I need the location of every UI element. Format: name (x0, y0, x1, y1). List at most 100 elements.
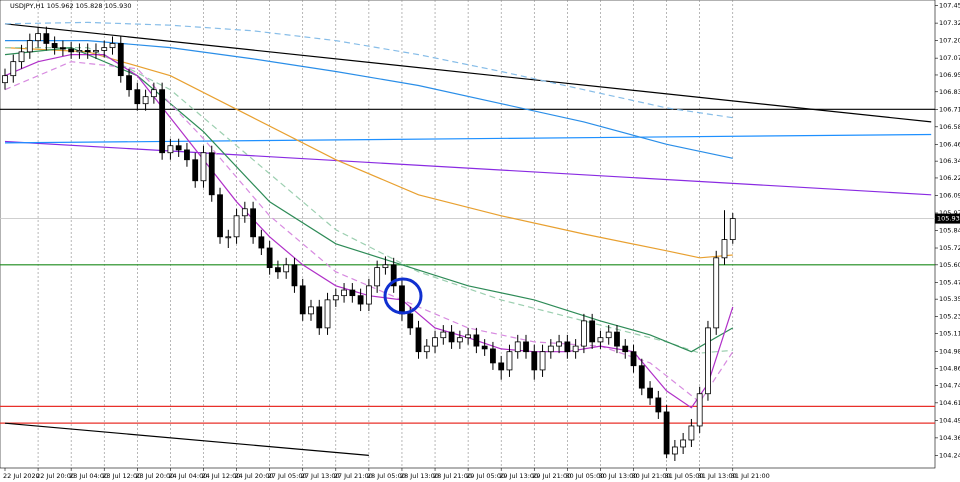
x-tick-label: 23 Jul 20:00 (135, 472, 174, 480)
x-tick-label: 31 Jul 21:00 (731, 472, 770, 480)
candle-body (250, 208, 257, 238)
y-tick-label: 106.710 (939, 105, 960, 113)
candle-body (175, 145, 182, 151)
candle-body (547, 345, 554, 353)
y-tick-label: 104.860 (939, 365, 960, 373)
candle-body (101, 47, 108, 51)
candle-body (68, 48, 75, 53)
x-tick-label: 29 Jul 21:00 (532, 472, 571, 480)
y-tick-label: 107.450 (939, 2, 960, 10)
candle-body (531, 351, 538, 371)
candle-body (605, 331, 612, 339)
candle-body (564, 341, 571, 353)
x-tick-label: 23 Jul 12:00 (102, 472, 141, 480)
x-tick-label: 30 Jul 21:00 (632, 472, 671, 480)
y-tick-label: 104.740 (939, 381, 960, 389)
x-tick-label: 24 Jul 20:00 (235, 472, 274, 480)
candle-body (465, 334, 472, 339)
candle-body (150, 89, 157, 98)
x-tick-label: 23 Jul 04:00 (69, 472, 108, 480)
y-tick-label: 106.835 (939, 88, 960, 96)
y-tick-label: 106.095 (939, 191, 960, 199)
y-tick-label: 107.200 (939, 37, 960, 45)
candle-body (324, 299, 331, 329)
candle-body (225, 236, 232, 239)
x-tick-label: 27 Jul 21:00 (334, 472, 373, 480)
candle-body (233, 215, 240, 238)
candle-body (84, 50, 91, 53)
candle-body (349, 289, 356, 297)
candle-body (308, 306, 314, 315)
candle-body (2, 75, 8, 84)
indicator-line (4, 21, 733, 119)
candle-body (481, 345, 488, 350)
candle-body (241, 208, 248, 217)
candle-body (142, 96, 149, 105)
y-tick-label: 106.585 (939, 123, 960, 131)
candle-body (638, 365, 645, 389)
candle-body (597, 337, 604, 343)
annotation-circle (383, 277, 423, 315)
y-tick-label: 105.475 (939, 278, 960, 286)
y-tick-label: 106.955 (939, 71, 960, 79)
candle-body (473, 334, 480, 347)
candle-body (217, 194, 223, 238)
candle-body (266, 247, 273, 269)
y-tick-label: 106.220 (939, 174, 960, 182)
candle-body (374, 267, 381, 287)
x-tick-label: 28 Jul 13:00 (400, 472, 439, 480)
candle-body (539, 351, 546, 371)
y-tick-label: 104.980 (939, 348, 960, 356)
x-tick-label: 27 Jul 13:00 (301, 472, 340, 480)
x-tick-label: 24 Jul 04:00 (168, 472, 207, 480)
candle-body (614, 331, 620, 347)
candle-body (365, 285, 372, 305)
candle-body (506, 351, 513, 371)
candle-body (258, 236, 265, 249)
candle-body (523, 341, 529, 353)
last-price-label: 105.930 (937, 215, 960, 223)
candle-body (655, 397, 662, 413)
candle-body (192, 159, 199, 182)
x-tick-label: 22 Jul 2020 (3, 472, 40, 480)
y-tick-label: 105.970 (939, 209, 960, 217)
candle-body (572, 345, 579, 353)
candle-body (423, 345, 430, 353)
plot-area (0, 0, 936, 469)
candle-body (663, 411, 670, 455)
y-tick-label: 106.460 (939, 140, 960, 148)
candle-body (514, 341, 521, 353)
candle-body (390, 264, 397, 287)
x-tick-label: 31 Jul 05:00 (665, 472, 704, 480)
candle-body (167, 145, 174, 154)
candle-body (341, 289, 347, 297)
candle-body (382, 264, 389, 269)
x-tick-label: 27 Jul 05:00 (268, 472, 307, 480)
candle-body (18, 51, 25, 63)
candle-body (51, 43, 58, 49)
candle-body (200, 152, 207, 182)
candle-body (490, 348, 496, 364)
candle-body (448, 331, 455, 343)
x-tick-label: 29 Jul 13:00 (499, 472, 538, 480)
candle-body (647, 387, 653, 399)
y-tick-label: 105.845 (939, 226, 960, 234)
y-tick-label: 105.600 (939, 261, 960, 269)
candle-body (622, 345, 629, 353)
candle-body (721, 239, 728, 259)
candle-body (59, 47, 66, 50)
candle-body (688, 425, 695, 441)
candle-body (159, 89, 166, 154)
candle-body (415, 327, 422, 353)
x-tick-label: 30 Jul 05:00 (565, 472, 604, 480)
x-tick-label: 24 Jul 12:00 (201, 472, 240, 480)
candle-body (35, 33, 41, 42)
candle-body (26, 40, 33, 53)
chart-title: USDJPY,H1 105.962 105.828 105.930 (10, 2, 131, 10)
y-tick-label: 104.365 (939, 434, 960, 442)
indicator-line (4, 47, 733, 259)
y-tick-label: 105.720 (939, 244, 960, 252)
candle-body (432, 337, 438, 347)
candle-body (291, 264, 298, 287)
